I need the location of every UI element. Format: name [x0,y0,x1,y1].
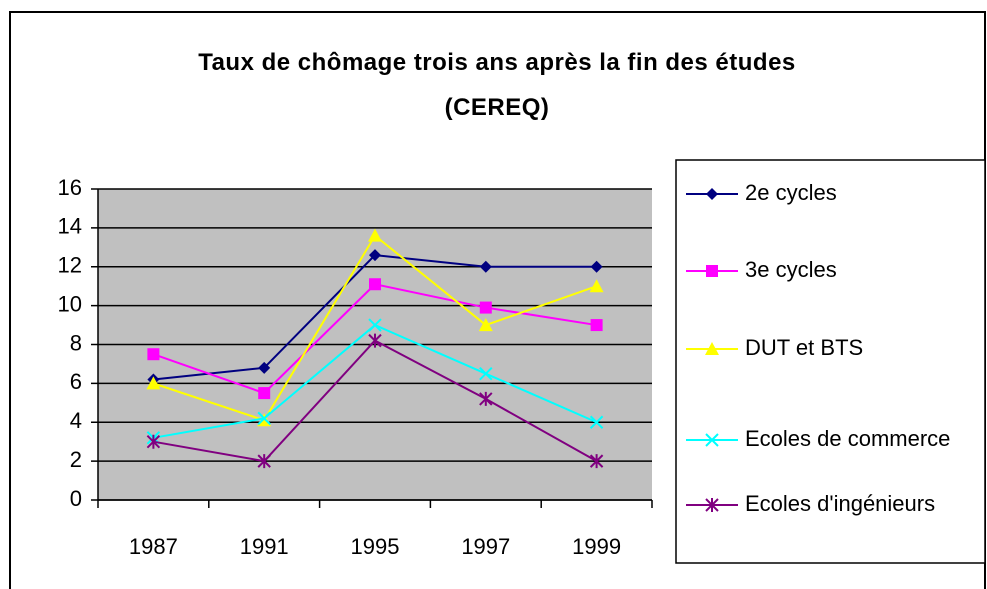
y-tick-label: 8 [70,330,82,355]
y-tick-label: 4 [70,408,82,433]
marker [479,391,493,406]
legend-label: 3e cycles [745,257,837,282]
marker [368,333,382,348]
marker [479,301,492,314]
marker [590,319,603,332]
y-tick-label: 10 [58,291,82,316]
x-tick-label: 1991 [240,534,289,559]
legend [675,159,986,564]
marker [146,434,161,449]
marker [479,260,492,273]
legend-label: DUT et BTS [745,335,863,360]
chart-title: Taux de chômage trois ans après la fin d… [198,49,796,121]
marker [369,249,381,262]
marker [257,411,271,426]
x-tick-label: 1995 [351,534,400,559]
marker [589,279,604,293]
x-tick-label: 1987 [129,534,178,559]
y-tick-label: 16 [58,175,82,200]
x-tick-label: 1999 [572,534,621,559]
legend-label: Ecoles d'ingénieurs [745,491,935,516]
y-tick-label: 6 [70,369,82,394]
y-tick-label: 14 [58,214,82,239]
marker [258,361,271,374]
marker [478,318,493,332]
marker [369,278,381,291]
marker [479,366,493,381]
marker [258,387,271,400]
legend-label: 2e cycles [745,180,837,205]
marker [706,188,718,200]
marker [705,498,719,512]
y-tick-label: 2 [70,447,82,472]
marker [368,318,382,332]
marker [590,260,603,273]
marker [368,228,382,242]
marker [589,454,604,469]
marker [705,433,719,447]
x-tick-label: 1997 [461,534,510,559]
marker [147,348,160,361]
y-tick-label: 12 [58,253,82,278]
marker [705,342,719,355]
marker [706,265,718,277]
marker [146,376,161,390]
y-tick-label: 0 [70,486,82,511]
marker [589,415,604,429]
marker [257,454,271,469]
legend-label: Ecoles de commerce [745,426,950,451]
